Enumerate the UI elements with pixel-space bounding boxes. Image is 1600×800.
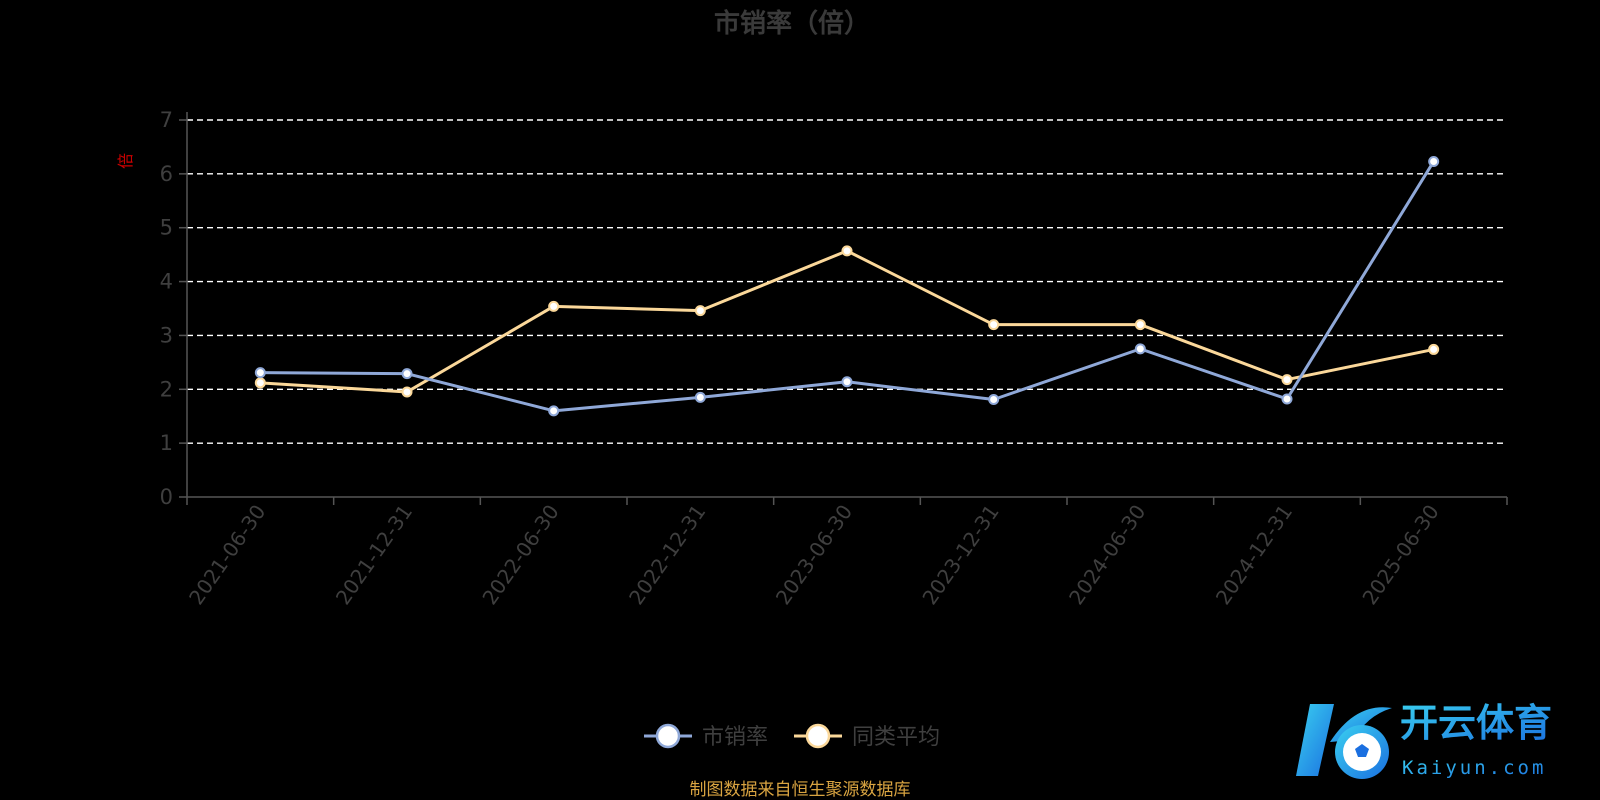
x-tick-label: 2024-12-31 [1211, 500, 1297, 609]
data-point[interactable] [694, 305, 706, 317]
legend-label: 市销率 [702, 725, 768, 750]
kaiyun-logo-icon [1296, 704, 1392, 779]
axes [186, 112, 1507, 498]
data-point[interactable] [548, 300, 560, 312]
data-point[interactable] [1428, 343, 1440, 355]
x-tick-label: 2021-06-30 [184, 500, 270, 609]
y-axis-ticks: 0 1 2 3 4 5 6 7 [160, 108, 187, 509]
series-lines [254, 155, 1440, 417]
y-tick-label: 6 [160, 162, 173, 186]
data-point[interactable] [1281, 393, 1293, 405]
data-point[interactable] [694, 391, 706, 403]
brand-name-en: Kaiyun.com [1402, 757, 1546, 779]
data-point[interactable] [401, 386, 413, 398]
x-tick-label: 2025-06-30 [1357, 500, 1443, 609]
legend-label: 同类平均 [852, 725, 940, 750]
x-tick-label: 2023-06-30 [771, 500, 857, 609]
series-line [260, 249, 1434, 394]
data-point[interactable] [254, 377, 266, 389]
legend-marker-swatch [805, 723, 831, 749]
x-tick-label: 2022-06-30 [477, 500, 563, 609]
grid-lines [187, 119, 1507, 444]
y-tick-label: 1 [160, 431, 173, 455]
data-point[interactable] [988, 394, 1000, 406]
data-point[interactable] [841, 376, 853, 388]
x-tick-label: 2023-12-31 [917, 500, 1003, 609]
data-point[interactable] [1134, 319, 1146, 331]
data-point[interactable] [1281, 374, 1293, 386]
x-axis-ticks: 2021-06-30 2021-12-31 2022-06-30 2022-12-31… [184, 497, 1508, 609]
x-tick-label: 2022-12-31 [624, 500, 710, 609]
y-tick-label: 5 [160, 216, 173, 240]
data-point[interactable] [1428, 155, 1440, 167]
source-note: 制图数据来自恒生聚源数据库 [690, 780, 911, 800]
legend[interactable]: 市销率 同类平均 [644, 723, 940, 750]
x-tick-label: 2021-12-31 [331, 500, 417, 609]
y-axis-unit-label: 倍 [116, 153, 135, 169]
y-tick-label: 0 [160, 485, 173, 509]
data-point[interactable] [254, 367, 266, 379]
brand-watermark: 开云体育 Kaiyun.com [1296, 701, 1552, 779]
y-tick-label: 4 [160, 270, 173, 294]
y-tick-label: 7 [160, 108, 173, 132]
data-point[interactable] [401, 368, 413, 380]
legend-item[interactable]: 市销率 [644, 723, 768, 750]
data-point[interactable] [988, 319, 1000, 331]
x-tick-label: 2024-06-30 [1064, 500, 1150, 609]
brand-name-cn: 开云体育 [1400, 701, 1552, 745]
chart-title: 市销率（倍） [714, 8, 870, 39]
y-tick-label: 2 [160, 377, 173, 401]
legend-item[interactable]: 同类平均 [794, 723, 940, 750]
data-point[interactable] [548, 405, 560, 417]
y-tick-label: 3 [160, 323, 173, 347]
legend-marker-swatch [655, 723, 681, 749]
data-point[interactable] [1134, 343, 1146, 355]
data-point[interactable] [841, 245, 853, 257]
